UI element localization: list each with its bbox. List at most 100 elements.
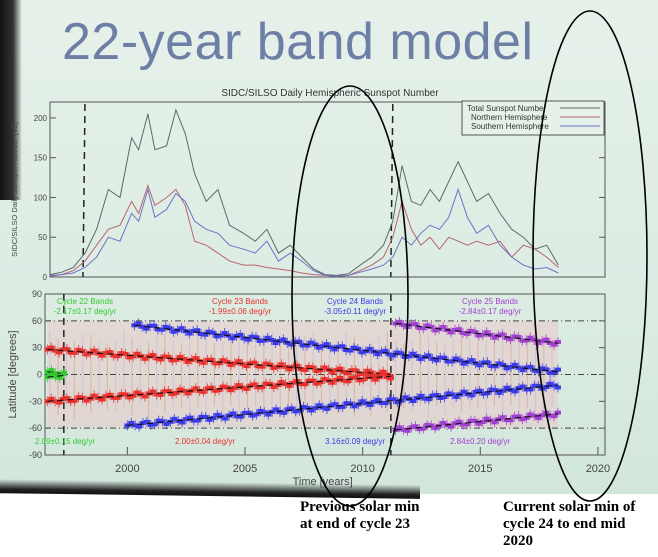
band-point: [200, 360, 207, 365]
y-axis-label: SIDC/SILSO Daily Sunspot Number [V2]: [10, 122, 19, 257]
band-point: [333, 377, 340, 382]
band-point: [463, 422, 470, 427]
band-point: [321, 365, 328, 370]
band-point: [171, 416, 178, 421]
band-point: [173, 357, 180, 362]
band-point: [515, 334, 522, 339]
band-point: [519, 338, 526, 343]
band-point: [339, 404, 346, 409]
band-point: [378, 400, 385, 405]
band-point: [162, 324, 169, 329]
band-point: [202, 414, 209, 419]
band-point: [441, 355, 448, 360]
band-point: [344, 371, 351, 376]
band-point: [554, 385, 561, 390]
band-point: [165, 389, 172, 394]
band-point: [354, 346, 361, 351]
band-point: [273, 407, 280, 412]
band-point: [398, 351, 405, 356]
band-point: [483, 330, 490, 335]
band-point: [282, 382, 289, 387]
band-point: [491, 335, 498, 340]
band-point: [424, 422, 431, 427]
band-point: [179, 420, 186, 425]
band-point: [554, 410, 561, 415]
annotation-line: 2020: [503, 533, 533, 549]
band-point: [284, 407, 291, 412]
band-point: [272, 341, 279, 346]
band-point: [212, 361, 219, 366]
band-rate-south: 2.84±0.20 deg/yr: [450, 437, 510, 446]
band-point: [348, 368, 355, 373]
band-point: [347, 348, 354, 353]
band-point: [480, 360, 487, 365]
band-point: [177, 355, 184, 360]
band-point: [302, 382, 308, 387]
band-point: [151, 422, 158, 427]
band-point: [231, 385, 238, 390]
band-point: [523, 415, 530, 420]
band-point: [531, 337, 538, 342]
band-point: [56, 350, 63, 355]
band-point: [503, 335, 510, 340]
band-point: [180, 388, 187, 393]
band-point: [370, 399, 377, 404]
band-point: [149, 389, 156, 394]
band-point: [356, 378, 363, 383]
band-point: [539, 366, 546, 371]
band-point: [459, 422, 466, 427]
band-point: [412, 424, 419, 429]
band-point: [52, 399, 59, 404]
band-point: [56, 375, 63, 380]
band-point: [170, 329, 177, 334]
band-point: [335, 405, 342, 410]
band-point: [400, 323, 407, 328]
band-point: [173, 390, 180, 395]
band-point: [476, 363, 483, 368]
band-point: [515, 414, 522, 419]
band-point: [200, 389, 207, 394]
band-point: [278, 380, 285, 385]
band-point: [416, 427, 423, 432]
band-label-24: Cycle 24 Bands: [327, 297, 383, 306]
band-point: [382, 348, 389, 353]
cycle-boundary-dashed-line: [390, 103, 394, 278]
band-point: [63, 347, 70, 352]
band-fit-line: [47, 375, 391, 402]
band-point: [343, 401, 350, 406]
band-point: [429, 393, 436, 398]
band-point: [359, 399, 366, 404]
band-point: [347, 401, 354, 406]
band-point: [296, 408, 303, 413]
band-point: [307, 340, 314, 345]
band-point: [270, 384, 277, 389]
band-point: [304, 405, 311, 410]
band-point: [106, 350, 113, 355]
band-rate-south: 2.00±0.04 deg/yr: [175, 437, 235, 446]
band-point: [300, 405, 307, 410]
band-point: [409, 351, 416, 356]
band-point: [198, 414, 205, 419]
annotation-line: cycle 24 to end mid: [503, 516, 626, 532]
band-point: [317, 380, 324, 385]
band-point: [507, 418, 514, 423]
band-fit-line: [47, 374, 64, 378]
band-point: [288, 406, 295, 411]
band-point: [327, 403, 334, 408]
band-point: [165, 354, 172, 359]
band-fit-line: [395, 322, 559, 344]
band-point: [386, 397, 393, 402]
band-point: [277, 409, 284, 414]
band-point: [351, 345, 358, 350]
band-point: [554, 339, 561, 344]
band-point: [425, 353, 432, 358]
band-point: [449, 359, 456, 364]
band-point: [333, 368, 340, 373]
band-point: [141, 356, 148, 361]
y-tick-label: 0: [43, 273, 48, 282]
band-point: [467, 328, 474, 333]
band-point: [256, 338, 263, 343]
band-point: [192, 386, 199, 391]
band-point: [550, 414, 557, 419]
band-point: [527, 335, 534, 340]
